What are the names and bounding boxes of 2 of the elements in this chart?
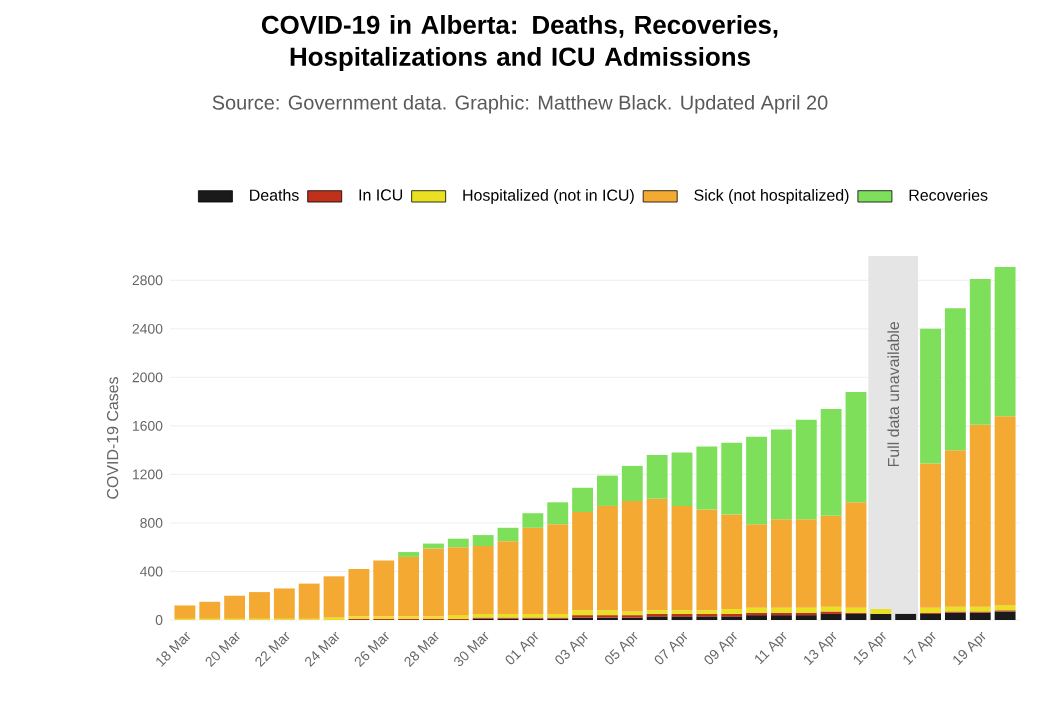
chart-subtitle: Source: Government data. Graphic: Matthew Black. Updated April 20: [212, 95, 828, 114]
chart-title: COVID-19 in Alberta: Deaths, Recoveries, Hospitalizations and ICU Admissions: [261, 15, 778, 72]
